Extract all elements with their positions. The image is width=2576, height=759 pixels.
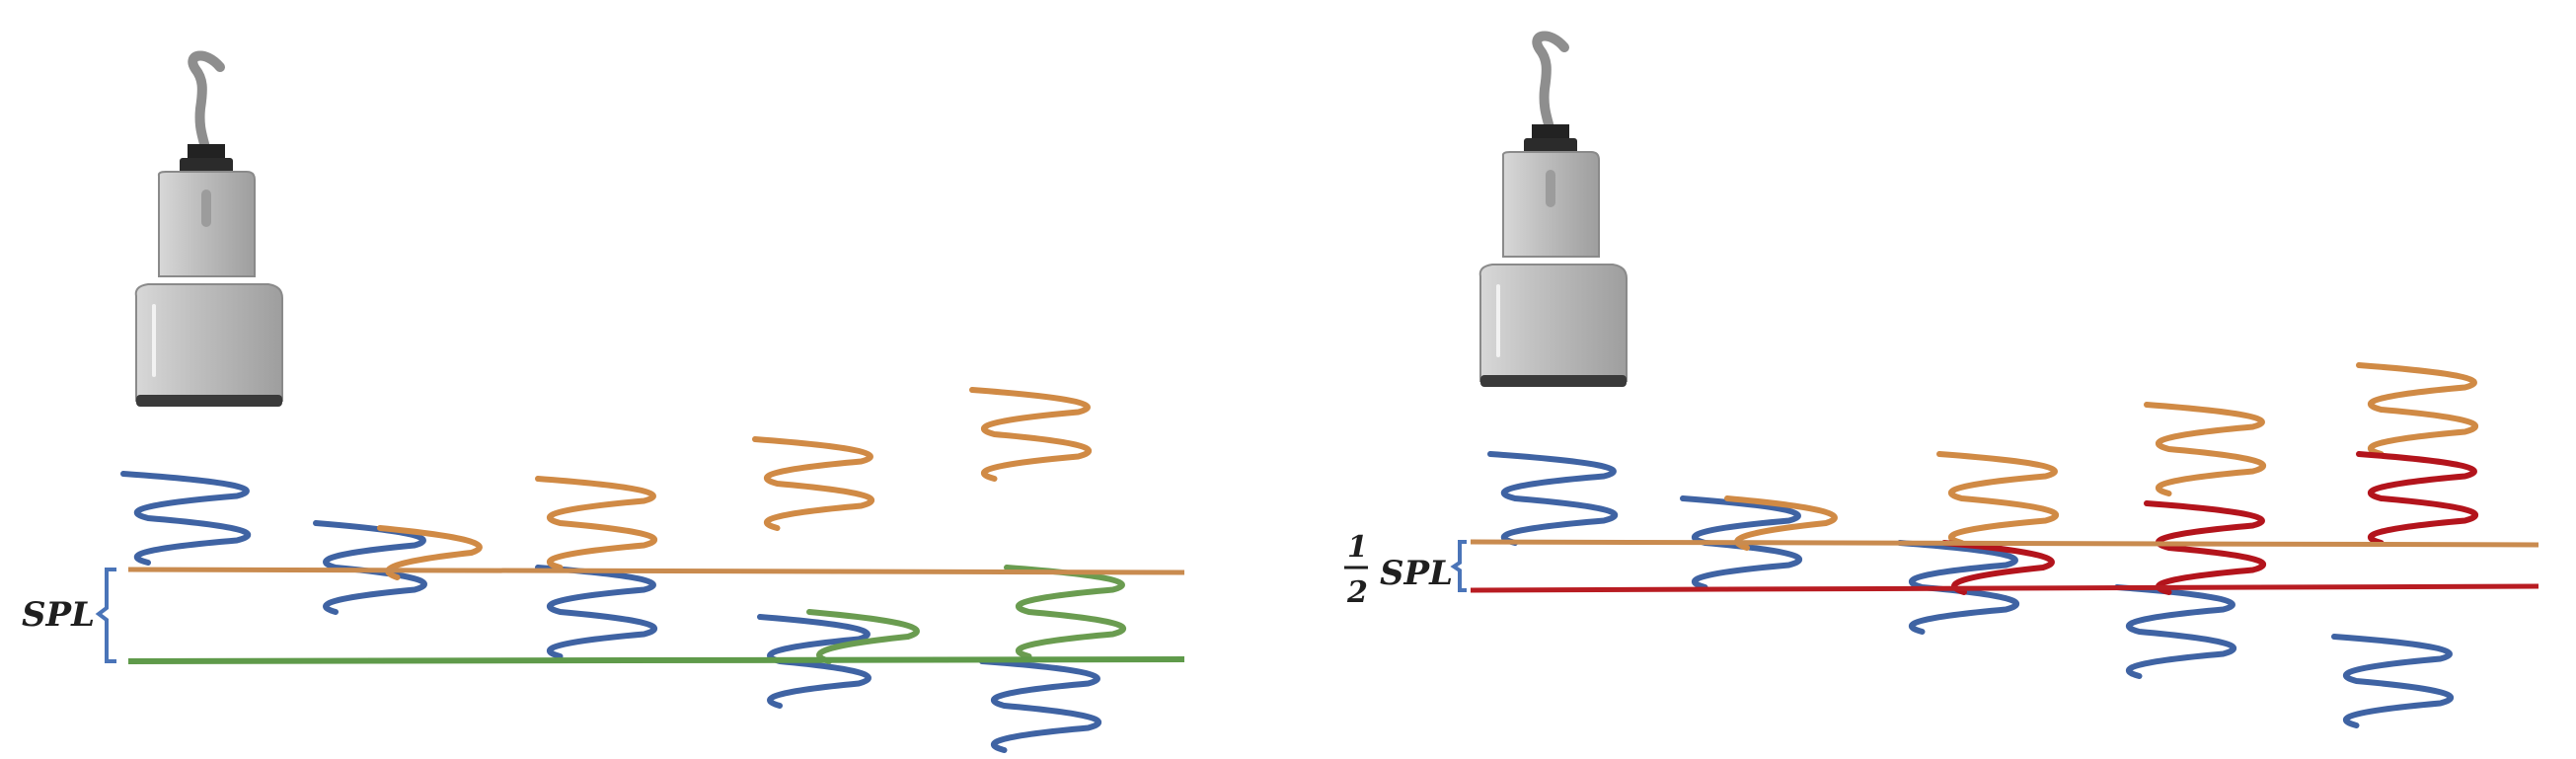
blue-pulse [120,471,252,566]
panel-full-spl: SPL [22,50,1185,753]
fraction-denominator: 2 [1346,575,1368,610]
ultrasound-probe-icon [1478,31,1628,387]
bottom-boundary-line [127,656,1185,664]
green-pulse [806,609,920,664]
panel-half-spl: 1 2 SPL [1344,31,2539,728]
orange-pulse [969,387,1093,482]
orange-pulse [2356,362,2479,457]
fraction-numerator: 1 [1347,530,1368,565]
red-pulse [2356,451,2479,546]
orange-pulse [752,436,875,531]
blue-pulse [535,565,658,659]
orange-pulse-group [377,387,1093,580]
red-pulse-group [1941,451,2479,595]
orange-pulse [1724,495,1838,551]
orange-pulse-group [1724,362,2479,551]
ultrasound-probe-icon [134,50,283,407]
blue-pulse [313,520,427,615]
blue-pulse [2114,584,2237,679]
bottom-boundary-line [1470,583,2539,593]
blue-pulse-group [120,471,1102,753]
blue-pulse [979,658,1102,753]
orange-pulse [535,476,658,570]
red-pulse [2144,500,2267,595]
orange-pulse [1936,451,2060,546]
half-spl-bracket [1450,540,1467,592]
orange-pulse [2144,402,2267,496]
green-pulse [1004,565,1127,659]
spl-label: SPL [22,595,95,635]
spl-bracket [95,568,116,663]
top-boundary-line [1470,539,2539,548]
blue-pulse [1487,451,1619,546]
half-fraction: 1 2 [1344,530,1368,610]
blue-pulse [2331,634,2455,728]
red-pulse [1941,540,2055,595]
top-boundary-line [127,567,1185,575]
green-pulse-group [806,565,1127,664]
spl-label: SPL [1380,554,1453,593]
